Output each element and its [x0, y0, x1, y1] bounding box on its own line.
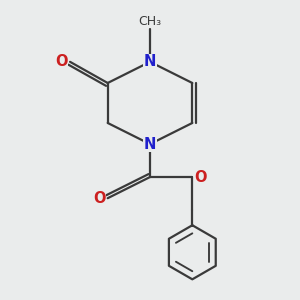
Text: O: O: [55, 54, 68, 69]
Text: O: O: [93, 191, 105, 206]
Text: N: N: [144, 54, 156, 69]
Text: N: N: [144, 136, 156, 152]
Text: O: O: [195, 169, 207, 184]
Text: CH₃: CH₃: [138, 15, 162, 28]
